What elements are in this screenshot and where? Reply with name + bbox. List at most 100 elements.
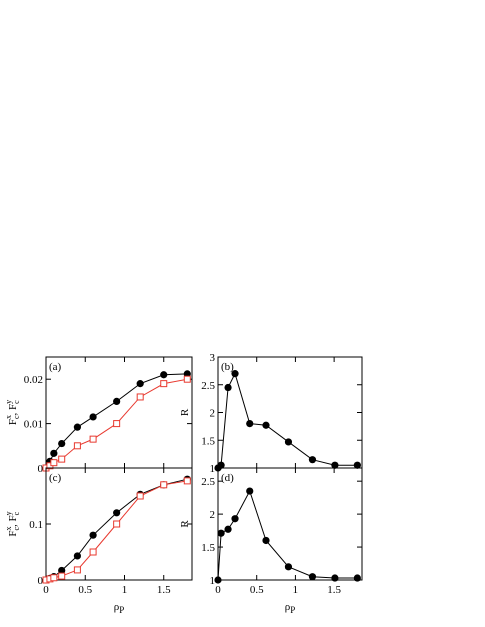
- data-point: [113, 420, 121, 428]
- data-point: [73, 566, 81, 574]
- plot-frame: [217, 356, 363, 469]
- y-axis-label: R: [179, 520, 191, 528]
- x-tick-label: 1: [293, 584, 299, 596]
- x-tick-label: 0: [43, 584, 49, 596]
- y-axis-label-part: c: [12, 511, 21, 515]
- data-point: [113, 520, 121, 528]
- data-point: [214, 576, 222, 584]
- data-point: [113, 509, 121, 517]
- y-tick-label: 0: [38, 463, 44, 475]
- series-line: [217, 489, 358, 581]
- data-point: [353, 574, 361, 582]
- y-axis-label-part: c: [12, 527, 21, 531]
- y-tick-label: 2: [210, 408, 216, 420]
- data-point: [217, 529, 225, 537]
- data-point: [160, 380, 168, 388]
- data-point: [246, 420, 254, 428]
- data-point: [58, 566, 66, 575]
- data-point: [308, 573, 317, 581]
- y-axis-label-part: y: [4, 511, 13, 515]
- data-point: [89, 548, 97, 556]
- data-point: [308, 456, 317, 464]
- data-point: [331, 461, 339, 469]
- y-tick-label: 0.02: [24, 374, 43, 386]
- y-axis-label-part: c: [12, 400, 21, 404]
- data-point: [160, 371, 168, 379]
- data-point: [89, 531, 97, 539]
- data-point: [183, 375, 191, 383]
- data-point: [89, 435, 97, 443]
- data-point: [353, 461, 361, 469]
- y-axis-label: Fxc, Fyc: [4, 400, 21, 425]
- x-axis-label-part: P: [290, 605, 295, 615]
- y-tick-label: 2: [210, 509, 216, 521]
- x-axis-label-part: ρ: [285, 601, 291, 613]
- data-point: [58, 455, 66, 463]
- data-point: [73, 552, 81, 560]
- x-tick-label: 0: [215, 584, 221, 596]
- y-tick-label: 0.1: [29, 519, 43, 531]
- x-axis-label: ρP: [285, 601, 296, 615]
- data-point: [73, 442, 81, 450]
- y-tick-label: 2.5: [201, 476, 215, 488]
- data-point: [262, 536, 270, 545]
- y-axis-label-part: R: [179, 520, 191, 528]
- y-axis-label-part: y: [4, 400, 13, 404]
- y-axis-label-part: c: [12, 415, 21, 419]
- y-axis-label: Fxc, Fyc: [4, 511, 21, 536]
- x-tick-label: 1.5: [327, 584, 341, 596]
- y-axis-label-part: R: [179, 408, 191, 416]
- y-axis-label-part: x: [4, 415, 13, 419]
- x-tick-label: 0.5: [250, 584, 264, 596]
- plot-frame: [217, 467, 363, 581]
- data-point: [224, 383, 232, 392]
- data-point: [217, 461, 225, 469]
- y-axis-label-part: x: [4, 527, 13, 531]
- data-point: [246, 487, 254, 495]
- y-tick-label: 0.01: [24, 419, 43, 431]
- data-point: [136, 393, 144, 401]
- data-point: [262, 421, 270, 429]
- x-axis-label-part: P: [119, 605, 124, 615]
- y-axis-label-part: , F: [7, 515, 19, 527]
- panel-label: (d): [221, 472, 234, 484]
- data-point: [58, 572, 66, 580]
- plot-frame: [45, 356, 193, 469]
- y-tick-label: 0: [38, 575, 44, 587]
- y-axis-label: R: [179, 408, 191, 416]
- panel-label: (c): [49, 472, 62, 484]
- y-axis-label-part: F: [7, 531, 19, 537]
- data-point: [224, 525, 232, 533]
- data-point: [183, 477, 191, 485]
- x-axis-label: ρP: [114, 601, 125, 615]
- data-point: [89, 413, 97, 421]
- data-point: [58, 439, 66, 448]
- panel-label: (b): [221, 361, 234, 373]
- data-point: [160, 481, 168, 489]
- x-tick-label: 1.5: [157, 584, 171, 596]
- x-tick-label: 1: [122, 584, 128, 596]
- data-point: [284, 563, 293, 571]
- data-point: [284, 438, 293, 446]
- x-axis-label-part: ρ: [114, 601, 120, 613]
- y-tick-label: 2.5: [201, 380, 215, 392]
- data-point: [50, 459, 58, 467]
- data-point: [231, 515, 239, 523]
- y-tick-label: 1.5: [201, 435, 215, 447]
- data-point: [331, 574, 339, 582]
- x-tick-label: 0.5: [78, 584, 92, 596]
- series-line: [45, 373, 188, 469]
- series-line: [217, 372, 358, 469]
- y-tick-label: 1.5: [201, 542, 215, 554]
- series-line: [45, 478, 188, 581]
- data-point: [113, 397, 121, 405]
- y-axis-label-part: , F: [7, 404, 19, 416]
- y-tick-label: 1: [210, 463, 216, 475]
- y-tick-label: 3: [210, 352, 216, 364]
- data-point: [183, 370, 191, 378]
- data-point: [73, 423, 81, 431]
- y-tick-label: 1: [210, 575, 216, 587]
- data-point: [231, 370, 239, 378]
